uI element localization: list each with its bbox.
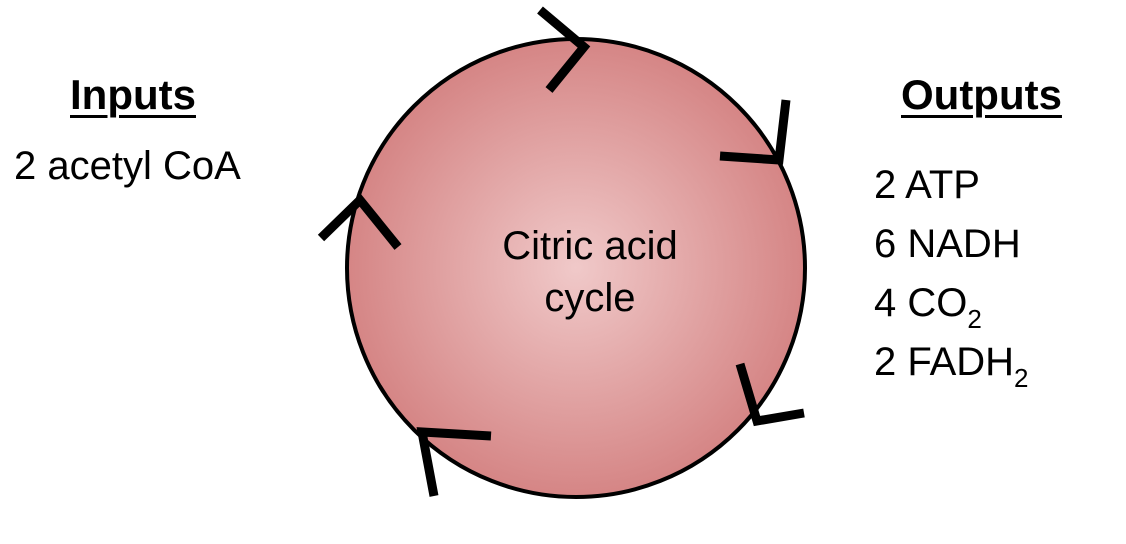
subscript: 2 bbox=[1014, 363, 1029, 393]
cycle-label-line1: Citric acid bbox=[502, 224, 678, 268]
arrowhead-top bbox=[537, 6, 591, 93]
outputs-heading: Outputs bbox=[901, 71, 1062, 118]
inputs-heading: Inputs bbox=[70, 71, 196, 118]
arrowhead-lower-right bbox=[735, 362, 805, 427]
output-item-nadh: 6 NADH bbox=[874, 222, 1021, 266]
cycle-label-line2: cycle bbox=[544, 276, 636, 320]
output-item-fadh2: 2 FADH2 bbox=[874, 340, 1029, 393]
output-item-co2: 4 CO2 bbox=[874, 281, 982, 334]
outputs-list: 2 ATP 6 NADH 4 CO2 2 FADH2 bbox=[874, 156, 1029, 392]
output-item-atp: 2 ATP bbox=[874, 163, 980, 207]
subscript: 2 bbox=[967, 304, 982, 334]
arrowhead-left bbox=[317, 193, 402, 250]
arrowhead-upper-right bbox=[719, 99, 791, 165]
input-item: 2 acetyl CoA bbox=[14, 144, 241, 188]
cycle-label: Citric acid cycle bbox=[440, 220, 740, 324]
arrowhead-bottom-left bbox=[416, 427, 492, 497]
